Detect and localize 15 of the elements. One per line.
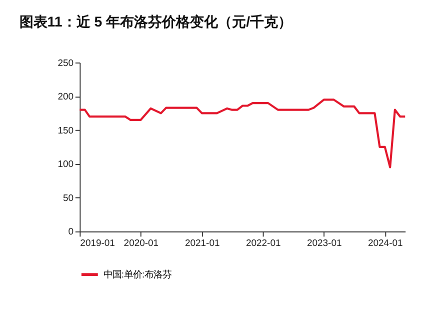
x-tick-label: 2019-01 [80,238,115,250]
y-tick-label: 150 [58,125,74,136]
chart-title: 图表11：近 5 年布洛芬价格变化（元/千克） [19,13,292,30]
x-tick-label: 2021-01 [184,238,220,250]
x-tick-label: 2024-01 [368,238,403,250]
y-tick-label: 0 [68,226,74,238]
y-tick-label: 250 [58,58,74,69]
legend-label: 中国:单价:布洛芬 [103,269,172,280]
x-tick-label: 2020-01 [124,238,159,250]
x-tick-label: 2022-01 [246,238,281,250]
y-tick-label: 50 [62,192,74,204]
x-tick-label: 2023-01 [306,238,342,250]
y-tick-label: 200 [58,92,74,103]
y-tick-label: 100 [58,159,74,170]
line-series [78,98,406,168]
